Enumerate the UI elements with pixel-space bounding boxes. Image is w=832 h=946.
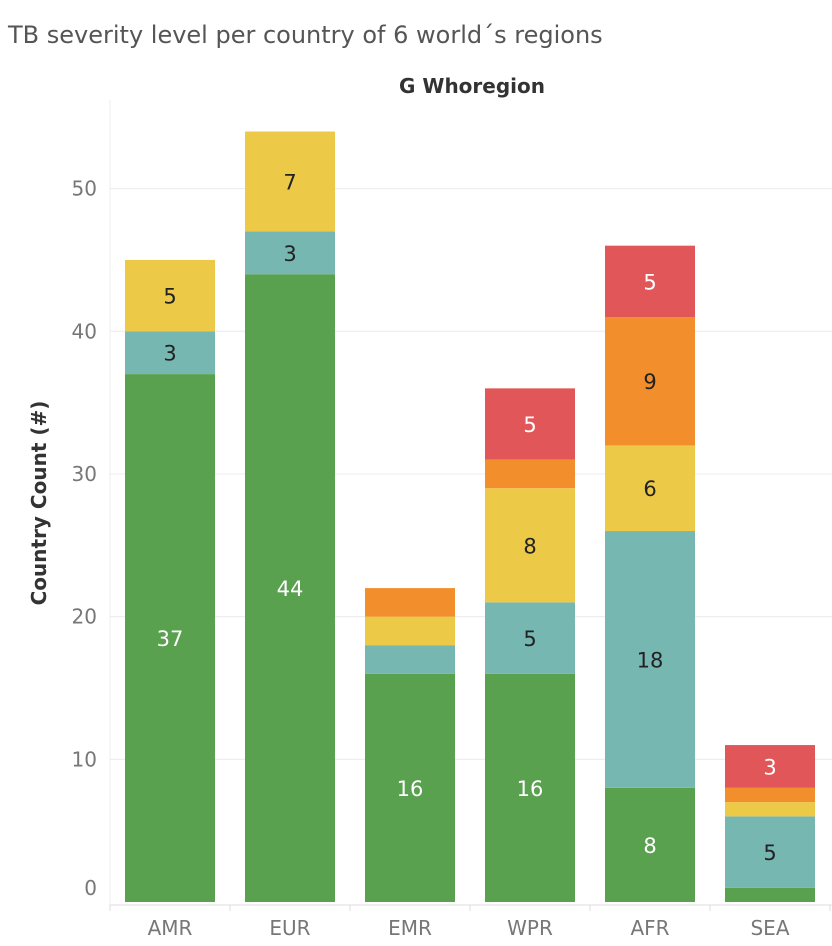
data-label: 5	[763, 841, 776, 865]
bar-segment	[725, 816, 815, 888]
bar-segment	[365, 673, 455, 902]
data-label: 16	[397, 777, 424, 801]
bar-segment	[485, 388, 575, 460]
data-label: 7	[283, 170, 296, 194]
data-label: 37	[157, 627, 184, 651]
bar-segment	[725, 802, 815, 817]
bar-segment	[485, 488, 575, 603]
data-label: 5	[163, 285, 176, 309]
y-axis-label: Country Count (#)	[27, 401, 51, 606]
bar-segment	[365, 588, 455, 617]
bar-segment	[605, 531, 695, 788]
data-label: 3	[283, 242, 296, 266]
bar-segment	[485, 459, 575, 489]
x-tick-labels: AMR EUR EMR WPR AFR SEA	[148, 916, 790, 940]
bar-segment	[605, 787, 695, 902]
y-tick-labels: 0 10 20 30 40 50	[72, 177, 97, 900]
data-label: 5	[523, 413, 536, 437]
y-tick-label: 20	[72, 605, 97, 629]
data-label: 3	[763, 755, 776, 779]
data-label: 3	[163, 342, 176, 366]
y-tick-label: 50	[72, 177, 97, 201]
bar-segment	[365, 616, 455, 646]
x-tick-label: EUR	[269, 916, 310, 940]
bar-segment	[605, 245, 695, 318]
y-tick-label: 40	[72, 319, 97, 343]
bar-segment	[725, 787, 815, 803]
y-tick-label: 0	[84, 876, 97, 900]
data-label: 8	[643, 834, 656, 858]
bar-segment	[125, 259, 215, 332]
data-label: 5	[523, 627, 536, 651]
bar-segment	[125, 374, 215, 902]
y-tick-label: 30	[72, 462, 97, 486]
x-tick-label: AMR	[148, 916, 193, 940]
bar-segment	[725, 887, 815, 902]
bar-segment	[365, 645, 455, 674]
bar-segment	[485, 673, 575, 902]
data-label: 9	[643, 370, 656, 394]
data-label: 8	[523, 534, 536, 558]
x-tick-label: SEA	[750, 916, 789, 940]
x-tick-label: AFR	[630, 916, 669, 940]
bar-segment	[605, 445, 695, 532]
y-tick-label: 10	[72, 747, 97, 771]
bar-segment	[605, 317, 695, 446]
data-label: 16	[517, 777, 544, 801]
data-label: 6	[643, 477, 656, 501]
bar-segment	[245, 231, 335, 275]
bar-segment	[125, 331, 215, 375]
bar-segment	[485, 602, 575, 674]
data-label: 44	[277, 577, 304, 601]
bar-segment	[725, 745, 815, 788]
x-tick-label: EMR	[388, 916, 432, 940]
gridlines	[109, 100, 832, 911]
facet-header: G Whoregion	[399, 74, 545, 98]
bar-segment	[245, 274, 335, 902]
x-tick-label: WPR	[507, 916, 553, 940]
bar-segment	[245, 131, 335, 232]
data-label: 18	[637, 648, 664, 672]
data-label: 5	[643, 270, 656, 294]
chart-title: TB severity level per country of 6 world…	[7, 21, 603, 49]
